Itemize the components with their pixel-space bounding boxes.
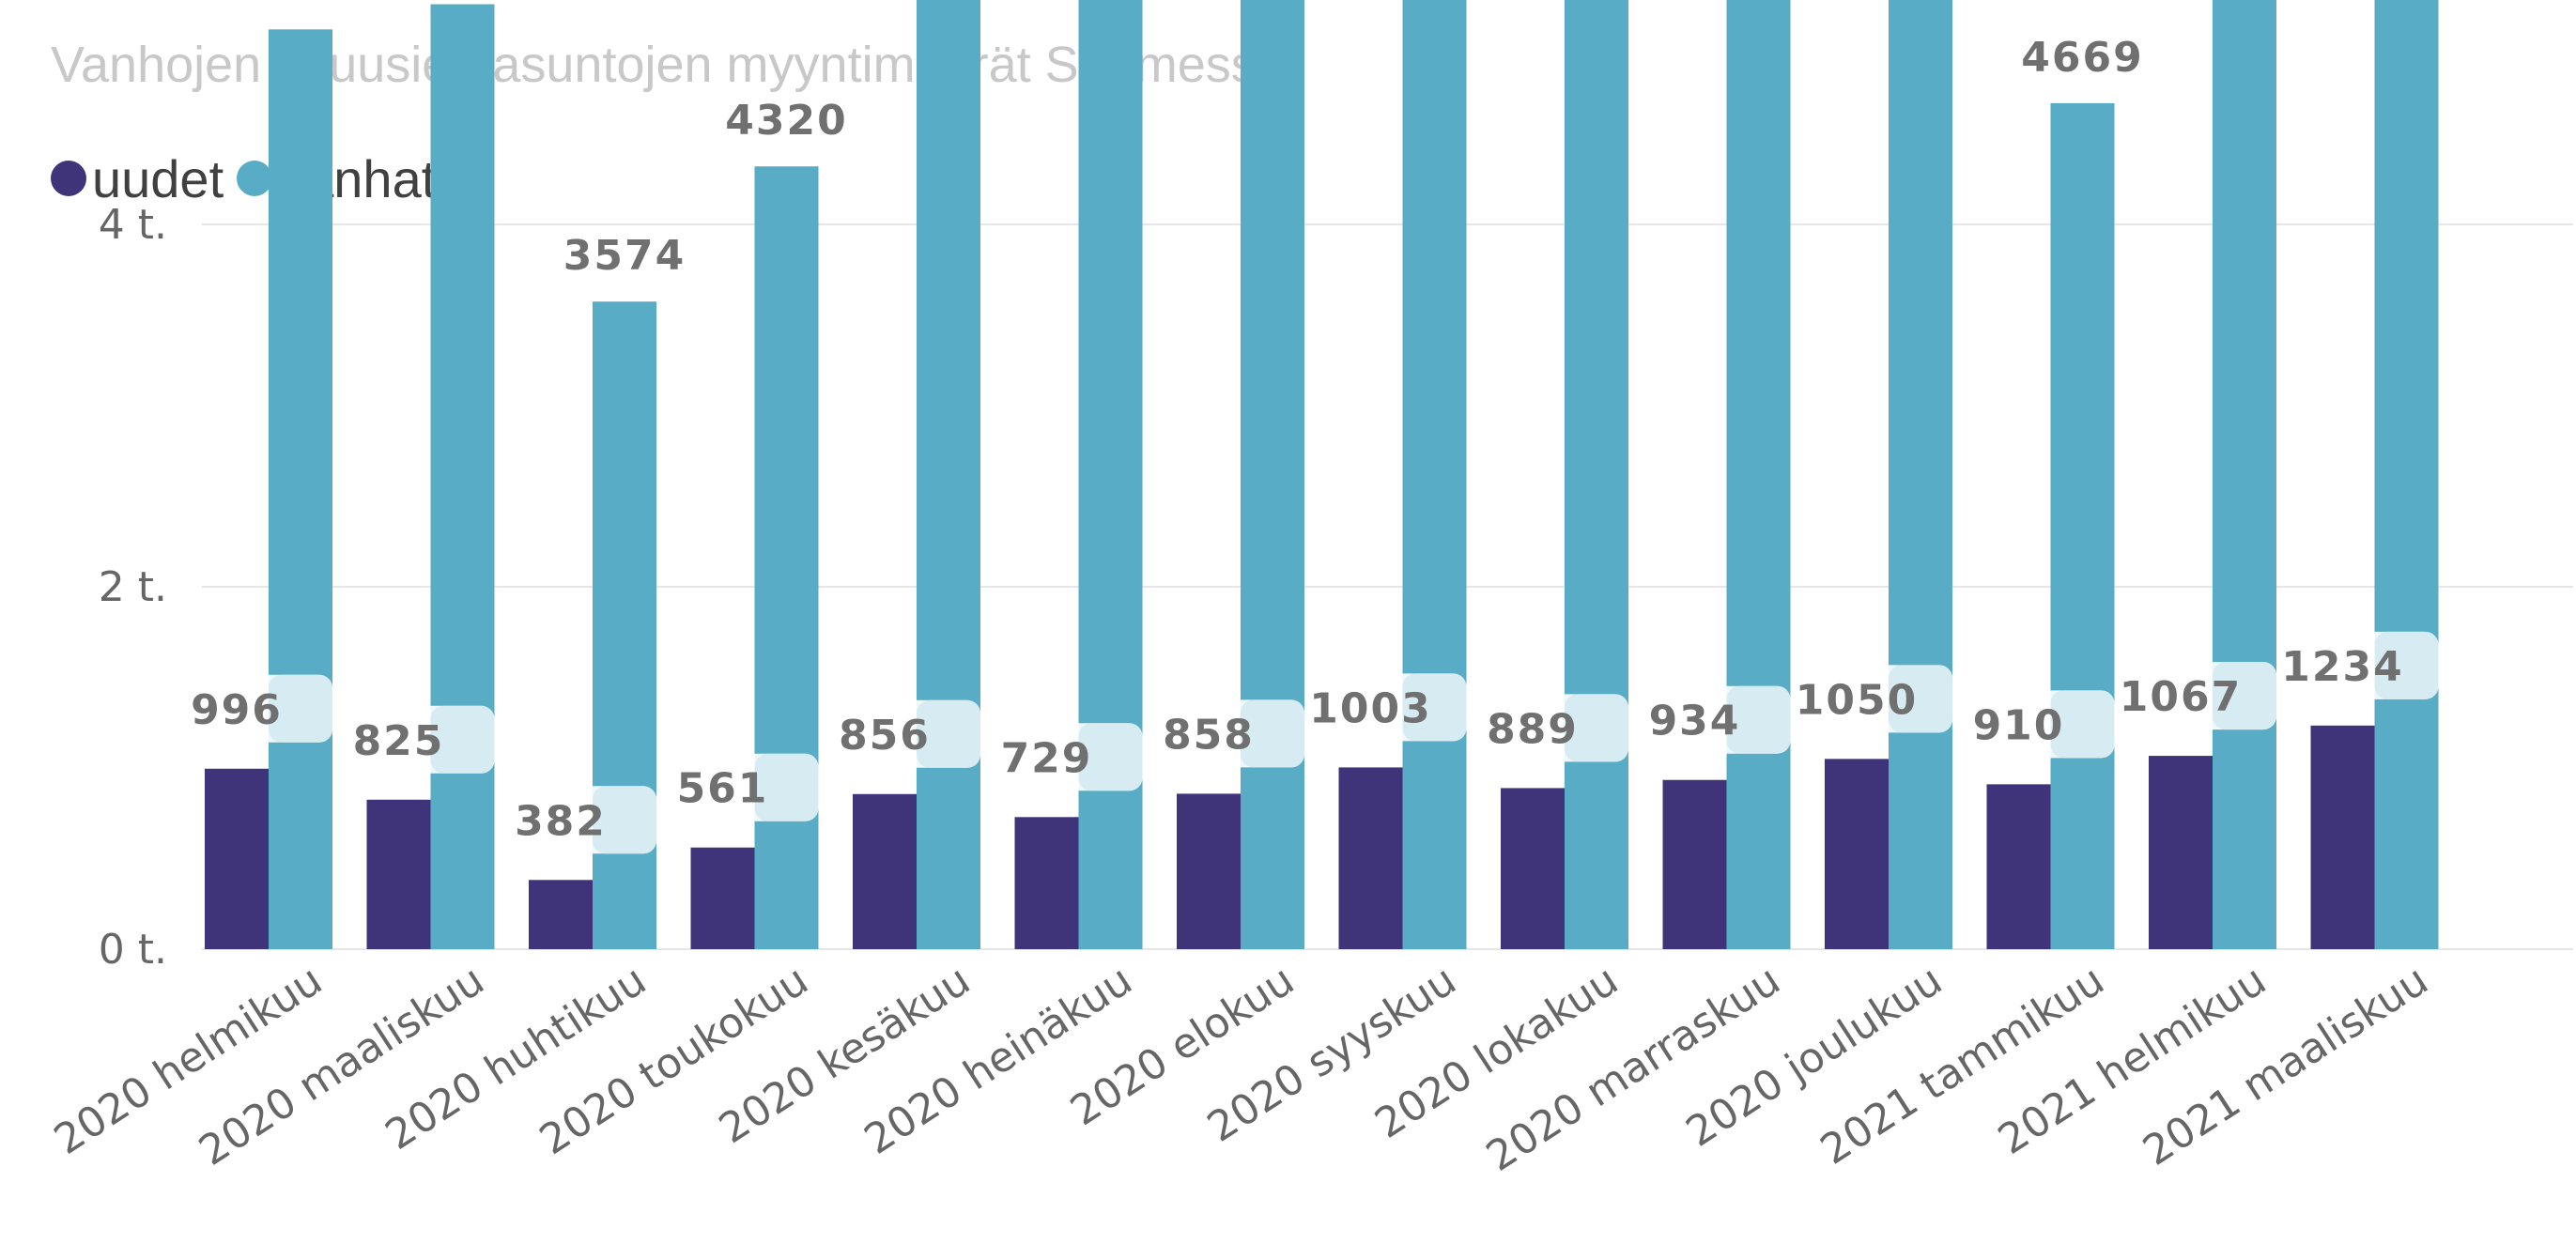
data-label-box-tint [754,753,819,821]
data-label-box-tint [1078,723,1143,791]
bar-uudet [1014,817,1079,949]
data-label-box-tint [1565,694,1628,762]
data-label-uudet: 1003 [1309,684,1431,732]
data-label-uudet: 1050 [1796,676,1918,724]
bar-vanhat [430,4,495,949]
data-label-vanhat: 4320 [725,97,847,145]
bar-uudet [529,880,593,949]
data-label-box-tint [917,699,980,768]
data-label-box-tint [1726,685,1791,754]
bar-uudet [1338,767,1403,949]
data-label-uudet: 910 [1973,701,2065,749]
data-label-box-tint [430,705,495,774]
bar-vanhat [1078,0,1143,949]
data-label-uudet: 889 [1487,705,1579,753]
data-label-uudet: 561 [677,765,769,813]
bar-uudet [1501,788,1565,949]
bar-uudet [1986,784,2051,949]
data-label-box-tint [593,786,656,854]
data-label-uudet: 825 [353,717,445,765]
data-label-box-tint [2213,662,2276,730]
legend-marker-vanhat [237,161,273,196]
y-tick-label: 0 t. [99,926,167,974]
bar-uudet [1177,793,1241,949]
bar-vanhat [2050,102,2115,950]
legend-item-uudet[interactable]: uudet [51,148,224,209]
bar-vanhat [917,0,980,950]
y-tick-label: 4 t. [99,201,167,249]
data-label-uudet: 856 [839,712,931,760]
data-label-box-tint [1889,665,1952,733]
x-tick-label: 2021 helmikuu [1990,956,2275,1163]
bar-vanhat [754,166,819,950]
bar-uudet [2310,725,2375,949]
bar-vanhat [269,29,332,949]
legend-label-uudet: uudet [92,148,224,208]
bar-uudet [853,793,917,949]
x-tick-label: 2020 maaliskuu [191,956,492,1175]
bar-uudet [205,768,269,949]
x-tick-label: 2020 marraskuu [1478,956,1789,1180]
x-tick-label: 2020 heinäkuu [856,956,1141,1163]
bar-uudet [690,847,755,949]
bar-uudet [1825,759,1889,949]
data-label-box-tint [269,674,332,743]
data-label-box-tint [2050,690,2115,759]
data-label-uudet: 1234 [2281,643,2403,691]
data-label-uudet: 934 [1649,698,1741,745]
bar-vanhat [2374,0,2439,949]
x-tick-label: 2021 tammikuu [1812,956,2113,1174]
data-label-uudet: 729 [1001,734,1093,782]
data-label-vanhat: 5076 [239,0,362,8]
legend-marker-uudet [51,161,86,196]
bar-vanhat [1402,0,1467,949]
x-tick-label: 2020 helmikuu [46,956,331,1163]
bar-uudet [1662,779,1727,949]
bar-uudet [366,799,431,949]
data-label-uudet: 996 [191,686,283,734]
bar-vanhat [2213,0,2276,949]
data-label-box-tint [1241,699,1304,768]
bar-vanhat [1565,0,1628,949]
data-label-vanhat: 4669 [2021,34,2143,82]
bar-uudet [2149,756,2213,949]
y-tick-label: 2 t. [99,563,167,611]
data-label-box-tint [2374,631,2439,699]
x-tick-label: 2020 toukokuu [532,956,817,1164]
data-label-uudet: 382 [515,797,607,845]
data-label-box-tint [1402,673,1467,742]
data-label-vanhat: 3574 [563,232,686,280]
bar-vanhat [1241,0,1304,949]
data-label-uudet: 858 [1163,711,1255,759]
bar-vanhat [1889,0,1952,950]
data-label-uudet: 1067 [2120,673,2242,721]
x-tick-label: 2021 maaliskuu [2135,956,2436,1175]
bar-vanhat [1726,0,1791,949]
